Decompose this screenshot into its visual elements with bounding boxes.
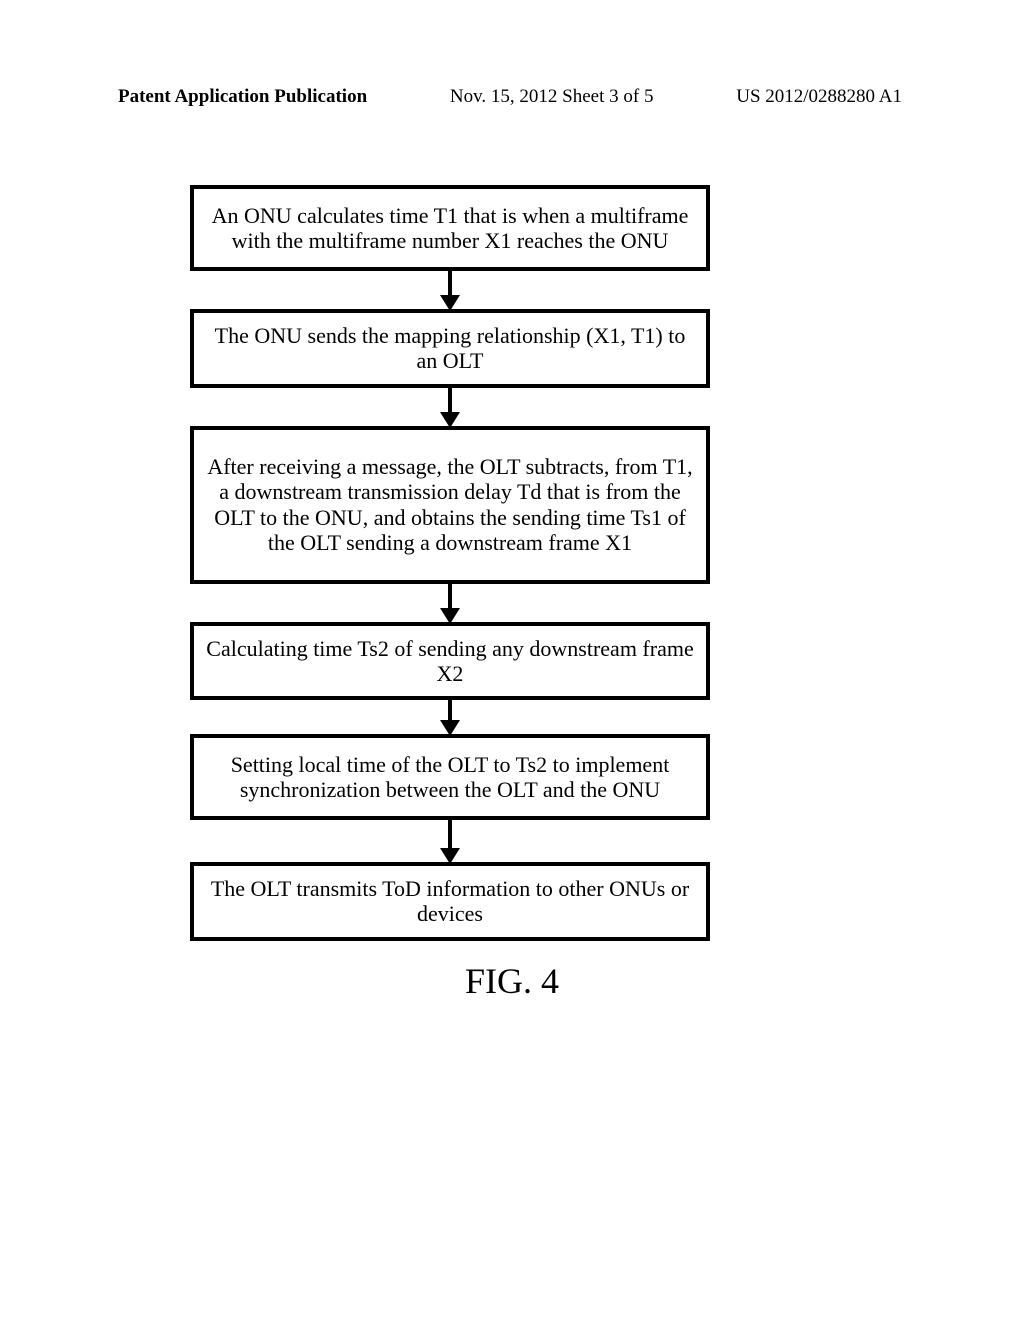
- header-center: Nov. 15, 2012 Sheet 3 of 5: [450, 86, 654, 108]
- flow-box-step3: After receiving a message, the OLT subtr…: [190, 426, 710, 584]
- flow-box-step4: Calculating time Ts2 of sending any down…: [190, 622, 710, 701]
- flow-box-step1: An ONU calculates time T1 that is when a…: [190, 185, 710, 271]
- flow-arrow-4: [440, 698, 460, 736]
- arrow-line: [448, 698, 452, 720]
- flow-arrow-5: [440, 818, 460, 864]
- arrow-line: [448, 386, 452, 412]
- flow-box-step2: The ONU sends the mapping relationship (…: [190, 309, 710, 388]
- header-left: Patent Application Publication: [118, 86, 367, 108]
- figure-label: FIG. 4: [0, 960, 1024, 1002]
- flow-arrow-1: [440, 269, 460, 311]
- flowchart-container: An ONU calculates time T1 that is when a…: [190, 185, 710, 941]
- header-right: US 2012/0288280 A1: [736, 86, 902, 108]
- flow-arrow-3: [440, 582, 460, 624]
- arrow-line: [448, 269, 452, 295]
- flow-box-step5: Setting local time of the OLT to Ts2 to …: [190, 734, 710, 820]
- arrow-line: [448, 582, 452, 608]
- flow-box-step6: The OLT transmits ToD information to oth…: [190, 862, 710, 941]
- flow-arrow-2: [440, 386, 460, 428]
- arrow-line: [448, 818, 452, 848]
